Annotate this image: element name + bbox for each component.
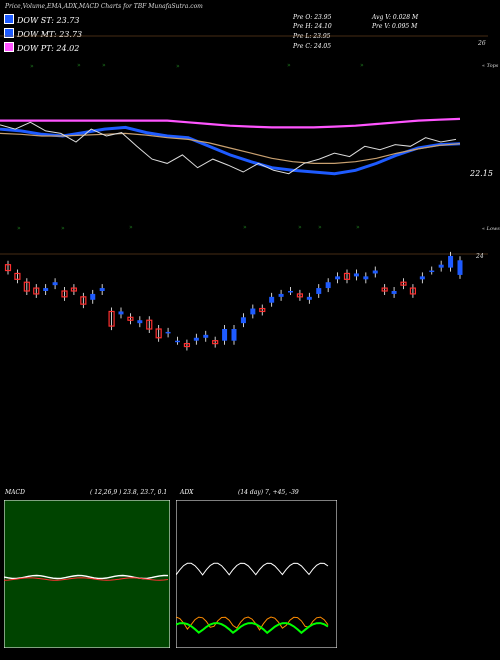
price-chart: » » » » » » » » » » » » » — [0, 35, 488, 351]
candle-body — [363, 276, 369, 280]
candle-body — [419, 276, 425, 280]
candle-body — [457, 260, 463, 275]
candle-body — [353, 273, 359, 277]
candle-body — [90, 293, 96, 300]
candle-body — [448, 255, 454, 268]
candle-body — [269, 296, 275, 303]
adx-line — [176, 562, 329, 576]
lows-note: « Lows — [482, 226, 500, 232]
candle-body — [381, 287, 388, 292]
tops-marker: » — [176, 63, 180, 70]
macd-label: MACD — [5, 489, 25, 496]
price-tick-22-15: 22.15 — [470, 169, 493, 178]
candle-body — [118, 311, 124, 315]
candle-body — [391, 291, 397, 294]
tops-marker: » — [287, 62, 291, 69]
candle-body — [4, 264, 12, 272]
ema-line-dow-mt — [0, 132, 461, 164]
pre-volume: Pre V: 0.095 M — [372, 23, 418, 30]
candle-body — [250, 308, 256, 315]
chart-title: Price,Volume,EMA,ADX,MACD Charts for TBF… — [5, 3, 203, 10]
legend-swatch-icon — [4, 28, 14, 38]
candle-body — [343, 272, 351, 280]
tops-marker: » — [102, 62, 106, 69]
adx-minus-di-line — [176, 616, 329, 631]
candle-body — [52, 282, 58, 286]
lows-marker: » — [318, 224, 322, 231]
candle-body — [288, 291, 293, 293]
adx-label: ADX — [180, 489, 194, 496]
candle-body — [183, 343, 191, 348]
candle-body — [259, 307, 266, 313]
price-trace-line — [0, 121, 457, 175]
candle-body — [409, 287, 417, 295]
legend-dow-pt: DOW PT: 24.02 — [4, 42, 174, 53]
candle-body — [296, 293, 304, 298]
candle-body — [240, 317, 246, 324]
candle-body — [212, 340, 219, 345]
candle-body — [306, 296, 312, 300]
avg-volume: Avg V: 0.028 M — [372, 14, 419, 21]
ema-line-dow-st — [0, 125, 461, 176]
candle-body — [127, 316, 134, 321]
legend-swatch-icon — [4, 42, 14, 52]
tops-marker: » — [360, 62, 364, 69]
candle-body — [43, 288, 49, 291]
lows-marker: » — [356, 224, 360, 231]
candle-body — [108, 310, 115, 327]
tops-note: « Tops — [482, 63, 499, 69]
legend-dow-mt: DOW MT: 23.73 — [4, 28, 174, 39]
candle-body — [203, 334, 209, 338]
candle-body — [325, 282, 331, 289]
adx-plus-di-line — [176, 622, 329, 635]
lows-marker: » — [17, 225, 21, 232]
pre-high: Pre H: 24.10 — [293, 23, 332, 30]
macd-panel-background — [4, 500, 170, 648]
candle-body — [155, 328, 162, 339]
candle-body — [70, 287, 78, 292]
candle-body — [23, 281, 30, 292]
candle-body — [222, 329, 228, 341]
price-tick-26: 26 — [478, 40, 486, 47]
candle-body — [80, 296, 87, 305]
macd-panel — [4, 500, 170, 648]
candle-body — [33, 287, 40, 295]
candle-body — [231, 329, 237, 341]
candle-body — [61, 290, 68, 298]
macd-signal-line — [4, 577, 169, 581]
tops-marker: » — [77, 62, 81, 69]
candle-body — [372, 270, 378, 274]
tops-marker: » — [30, 63, 34, 70]
candle-body — [146, 319, 153, 330]
candle-body — [335, 276, 341, 280]
adx-params: (14 day) 7, +45, -39 — [238, 489, 299, 496]
candle-body — [99, 288, 105, 291]
lows-marker: » — [129, 224, 133, 231]
legend-swatch-icon — [4, 14, 14, 24]
ema-line-dow-pt — [0, 117, 461, 129]
candle-body — [316, 288, 322, 294]
pre-close: Pre C: 24.05 — [293, 43, 332, 50]
candle-body — [429, 270, 435, 273]
lows-marker: » — [298, 224, 302, 231]
candle-body — [165, 331, 171, 334]
candle-body — [438, 264, 444, 268]
candle-body — [14, 272, 21, 280]
candle-body — [137, 320, 143, 324]
legend-dow-st: DOW ST: 23.73 — [4, 14, 174, 25]
candle-body — [400, 281, 407, 286]
lows-marker: » — [61, 225, 65, 232]
price-tick-24: 24 — [476, 253, 484, 260]
candle-body — [175, 340, 180, 343]
pre-open: Pre O: 23.95 — [293, 14, 332, 21]
lows-marker: » — [243, 224, 247, 231]
adx-panel — [176, 500, 337, 648]
pre-low: Pre L: 23.95 — [293, 33, 331, 40]
macd-params: ( 12,26,9 ) 23.8, 23.7, 0.1 — [90, 489, 168, 496]
candle-body — [193, 337, 199, 341]
candle-body — [278, 293, 284, 297]
